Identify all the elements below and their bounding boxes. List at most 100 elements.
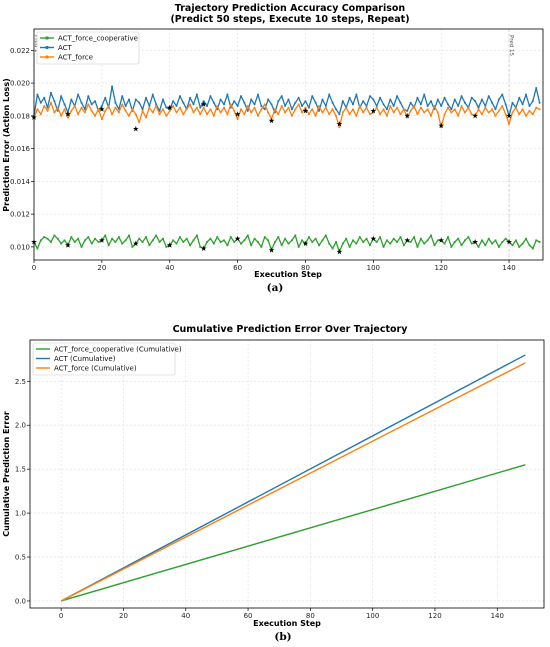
data-point: [351, 103, 354, 106]
data-point: [338, 126, 341, 129]
data-point: [189, 96, 192, 99]
data-point: [331, 108, 334, 111]
data-point: [60, 242, 63, 245]
chart-a-star-markers: [31, 101, 512, 255]
chart-a-legend-box: [36, 31, 140, 65]
data-point: [111, 237, 113, 240]
data-point: [457, 105, 460, 107]
data-point: [365, 106, 368, 109]
data-point: [253, 103, 256, 106]
chart-b-series: [60, 354, 526, 602]
data-point: [460, 95, 463, 98]
data-point: [280, 244, 283, 247]
legend-label: ACT: [58, 44, 73, 52]
data-point: [338, 113, 341, 116]
data-point: [223, 103, 226, 106]
data-point: [358, 236, 361, 238]
data-point: [497, 245, 500, 248]
data-point: [314, 114, 317, 117]
data-point: [480, 98, 483, 101]
data-point: [73, 241, 76, 243]
data-point: [185, 237, 188, 240]
data-point: [457, 114, 460, 117]
prediction-star-marker: [234, 111, 241, 117]
data-point: [280, 105, 283, 107]
data-point: [348, 113, 351, 116]
data-point: [90, 103, 93, 106]
data-point: [43, 96, 46, 99]
data-point: [162, 237, 164, 240]
data-point: [121, 95, 124, 98]
data-point: [158, 113, 161, 116]
prediction-star-marker: [200, 101, 207, 107]
data-point: [175, 105, 178, 107]
data-point: [267, 111, 270, 114]
data-point: [260, 105, 263, 107]
y-tick-label: 0.010: [10, 243, 30, 251]
data-point: [341, 100, 344, 103]
data-point: [335, 108, 338, 111]
data-point: [178, 106, 181, 109]
data-point: [311, 241, 314, 243]
prediction-star-marker: [404, 112, 411, 119]
series-line-ACT_force_cooperative: [33, 234, 540, 253]
data-point: [148, 244, 151, 247]
data-point: [307, 106, 310, 109]
data-point: [386, 239, 388, 242]
data-point: [60, 114, 63, 117]
y-tick-label: 0.018: [10, 112, 30, 120]
data-point: [206, 113, 209, 116]
data-point: [368, 113, 371, 116]
data-point: [124, 239, 127, 242]
legend-marker: [45, 45, 49, 50]
data-point: [501, 93, 504, 96]
data-point: [263, 108, 266, 111]
panel-b: Cumulative Prediction Error Over Traject…: [2, 324, 545, 643]
data-point: [290, 239, 293, 242]
data-point: [87, 236, 90, 238]
data-point: [131, 108, 134, 111]
data-point: [179, 236, 181, 238]
prediction-star-marker: [99, 106, 105, 112]
data-point: [389, 105, 392, 107]
data-point: [331, 247, 334, 250]
data-point: [491, 101, 494, 104]
data-point: [199, 113, 202, 116]
data-point: [321, 239, 324, 242]
data-point: [284, 105, 287, 107]
data-point: [63, 108, 66, 111]
data-point: [124, 105, 127, 107]
data-point: [239, 95, 242, 98]
data-point: [94, 100, 97, 103]
chart-b-x-ticks: 0 20 40 60 80 100 120 140: [59, 608, 504, 620]
prediction-star-marker: [268, 247, 275, 253]
data-point: [199, 245, 202, 248]
data-point: [484, 244, 487, 247]
data-point: [138, 237, 141, 240]
data-point: [453, 108, 456, 111]
data-point: [53, 100, 56, 103]
panel-caption-b: (b): [274, 631, 291, 643]
x-tick-label: 0: [32, 264, 36, 272]
data-point: [151, 239, 154, 242]
data-point: [155, 103, 158, 106]
y-tick-label: 0.016: [10, 145, 31, 153]
data-point: [297, 103, 300, 106]
data-point: [368, 95, 371, 98]
data-point: [104, 234, 107, 237]
data-point: [148, 106, 151, 109]
data-point: [172, 239, 175, 242]
data-point: [233, 241, 236, 243]
data-point: [63, 103, 66, 106]
data-point: [318, 105, 321, 107]
prediction-star-marker: [65, 111, 71, 117]
data-point: [392, 111, 395, 114]
data-point: [396, 95, 399, 98]
data-point: [443, 242, 446, 245]
data-point: [148, 105, 151, 107]
data-point: [202, 100, 205, 103]
data-point: [362, 100, 365, 103]
data-point: [379, 236, 382, 238]
data-point: [311, 108, 314, 111]
data-point: [239, 108, 242, 111]
